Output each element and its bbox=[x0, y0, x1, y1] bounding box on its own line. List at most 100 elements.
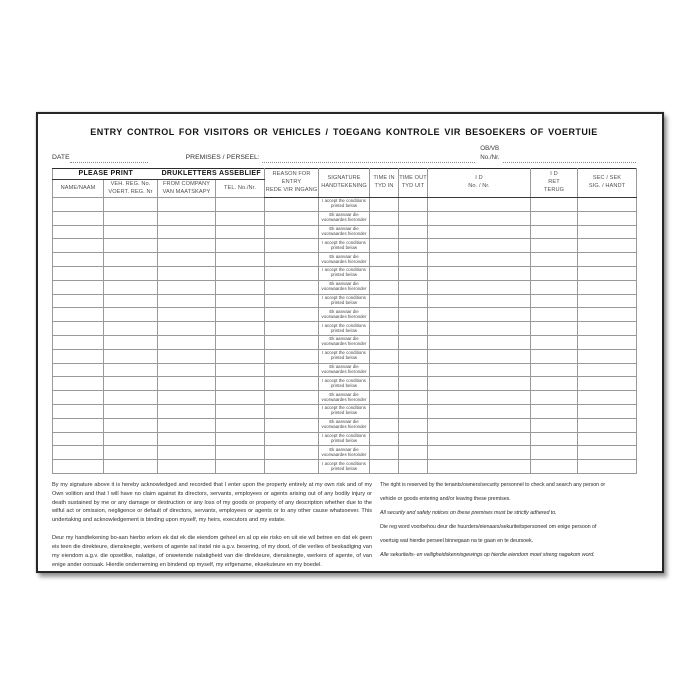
cell-reason bbox=[264, 321, 320, 336]
cell-reason bbox=[264, 307, 320, 323]
cell-time-in bbox=[369, 459, 400, 474]
cell-time-in bbox=[369, 293, 400, 309]
cell-company bbox=[157, 265, 216, 281]
cell-time-out bbox=[398, 321, 429, 336]
cell-time-out bbox=[398, 403, 429, 419]
cell-reason bbox=[264, 197, 320, 212]
cell-company bbox=[157, 431, 216, 447]
cell-id-no bbox=[427, 238, 532, 254]
register-body: I accept the conditions printed below Ek … bbox=[52, 197, 638, 474]
cell-tel bbox=[214, 459, 266, 474]
cell-sec-sig bbox=[577, 238, 638, 254]
cell-veh-reg bbox=[103, 417, 158, 433]
cell-tel bbox=[214, 390, 266, 405]
cell-reason bbox=[264, 362, 320, 378]
search-rights-line: Die reg word voorbehou deur die huurders… bbox=[380, 523, 597, 530]
table-row: I accept the conditions printed below bbox=[52, 348, 638, 364]
premises-fill-line bbox=[261, 160, 476, 163]
col-header-id-ret: I D RET TERUG bbox=[530, 168, 579, 198]
form-footer: By my signature above it is hereby ackno… bbox=[52, 481, 636, 569]
cell-tel bbox=[214, 293, 266, 309]
cell-tel bbox=[214, 403, 266, 419]
cell-name bbox=[52, 445, 104, 461]
cell-reason bbox=[264, 265, 320, 281]
table-row: Ek aanvaar die voorwaardes hieronder bbox=[52, 362, 638, 378]
table-row: Ek aanvaar die voorwaardes hieronder bbox=[52, 210, 638, 226]
cell-id-no bbox=[427, 197, 532, 212]
cell-reason bbox=[264, 238, 320, 254]
cell-sec-sig bbox=[577, 334, 638, 350]
cell-name bbox=[52, 431, 104, 447]
cell-reason bbox=[264, 348, 320, 364]
cell-tel bbox=[214, 279, 266, 295]
cell-name bbox=[52, 362, 104, 378]
cell-time-out bbox=[398, 390, 429, 405]
cell-id-ret bbox=[530, 348, 579, 364]
column-header-row: NAME/NAAM VEH. REG. No. VOERT. REG. Nr FR… bbox=[52, 179, 637, 198]
cell-id-no bbox=[427, 362, 532, 378]
cell-tel bbox=[214, 362, 266, 378]
cell-company bbox=[157, 252, 216, 267]
cell-veh-reg bbox=[103, 293, 158, 309]
cell-time-out bbox=[398, 210, 429, 226]
cell-sec-sig bbox=[577, 376, 638, 392]
cell-tel bbox=[214, 321, 266, 336]
cell-reason bbox=[264, 334, 320, 350]
cell-signature-conditions: Ek aanvaar die voorwaardes hieronder bbox=[318, 307, 371, 323]
cell-signature-conditions: I accept the conditions printed below bbox=[318, 293, 371, 309]
cell-veh-reg bbox=[103, 252, 158, 267]
cell-company bbox=[157, 307, 216, 323]
cell-sec-sig bbox=[577, 321, 638, 336]
cell-name bbox=[52, 224, 104, 240]
cell-time-in bbox=[369, 376, 400, 392]
cell-time-out bbox=[398, 279, 429, 295]
cell-id-no bbox=[427, 390, 532, 405]
cell-time-out bbox=[398, 445, 429, 461]
cell-veh-reg bbox=[103, 376, 158, 392]
cell-reason bbox=[264, 459, 320, 474]
cell-time-in bbox=[369, 210, 400, 226]
cell-tel bbox=[214, 252, 266, 267]
cell-veh-reg bbox=[103, 445, 158, 461]
table-row: I accept the conditions printed below bbox=[52, 265, 638, 281]
cell-time-out bbox=[398, 362, 429, 378]
cell-company bbox=[157, 334, 216, 350]
cell-id-no bbox=[427, 445, 532, 461]
cell-name bbox=[52, 403, 104, 419]
cell-time-in bbox=[369, 334, 400, 350]
cell-sec-sig bbox=[577, 362, 638, 378]
table-row: Ek aanvaar die voorwaardes hieronder bbox=[52, 279, 638, 295]
col-header-signature: SIGNATURE HANDTEKENING bbox=[318, 168, 371, 198]
cell-time-in bbox=[369, 307, 400, 323]
table-row: I accept the conditions printed below bbox=[52, 431, 638, 447]
cell-sec-sig bbox=[577, 390, 638, 405]
cell-time-out bbox=[398, 334, 429, 350]
cell-name bbox=[52, 417, 104, 433]
disclaimer-block: By my signature above it is hereby ackno… bbox=[52, 481, 372, 569]
obvb-fill-line bbox=[502, 160, 636, 163]
cell-id-no bbox=[427, 321, 532, 336]
col-header-sec-sig: SEC / SEK SIG. / HANDT bbox=[577, 168, 638, 198]
cell-signature-conditions: Ek aanvaar die voorwaardes hieronder bbox=[318, 252, 371, 267]
cell-company bbox=[157, 403, 216, 419]
cell-time-out bbox=[398, 252, 429, 267]
cell-id-ret bbox=[530, 445, 579, 461]
search-rights-line: vehicle or goods entering and/or leaving… bbox=[380, 495, 511, 502]
cell-time-out bbox=[398, 293, 429, 309]
table-row: Ek aanvaar die voorwaardes hieronder bbox=[52, 417, 638, 433]
cell-name bbox=[52, 252, 104, 267]
cell-id-no bbox=[427, 210, 532, 226]
cell-time-out bbox=[398, 238, 429, 254]
cell-id-ret bbox=[530, 376, 579, 392]
cell-signature-conditions: I accept the conditions printed below bbox=[318, 348, 371, 364]
table-row: Ek aanvaar die voorwaardes hieronder bbox=[52, 224, 638, 240]
cell-reason bbox=[264, 210, 320, 226]
cell-signature-conditions: I accept the conditions printed below bbox=[318, 238, 371, 254]
premises-label: PREMISES / PERSEEL: bbox=[185, 154, 260, 162]
cell-id-no bbox=[427, 279, 532, 295]
cell-reason bbox=[264, 390, 320, 405]
cell-time-in bbox=[369, 279, 400, 295]
cell-sec-sig bbox=[577, 265, 638, 281]
form-title: ENTRY CONTROL FOR VISITORS OR VEHICLES /… bbox=[90, 127, 598, 137]
